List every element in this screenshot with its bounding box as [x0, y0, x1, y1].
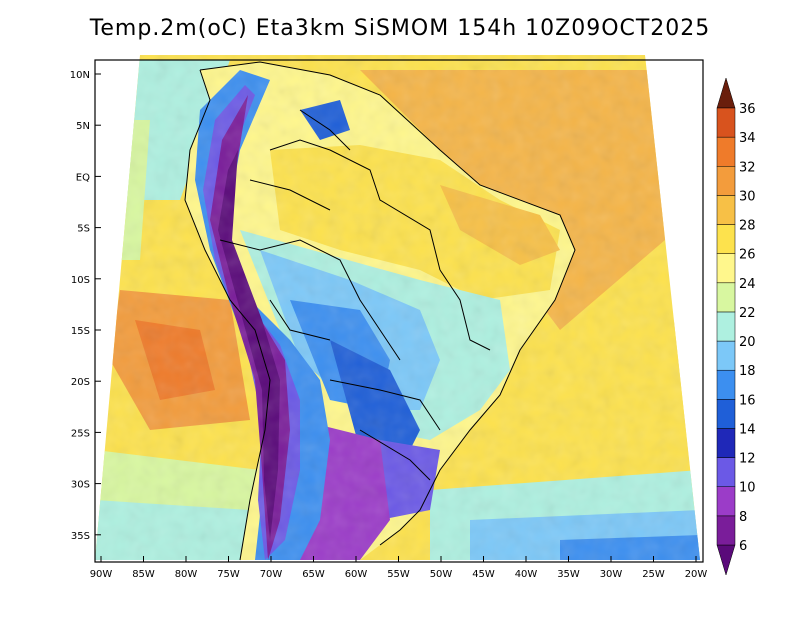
map-title: Temp.2m(oC) Eta3km SiSMOM 154h 10Z09OCT2… [89, 16, 711, 41]
colorbar-band [716, 136, 736, 167]
lat-label: 5N [76, 121, 90, 132]
colorbar-label: 26 [739, 248, 756, 263]
lat-label: 15S [71, 326, 90, 337]
colorbar-band [716, 428, 736, 458]
colorbar-band [716, 340, 736, 371]
colorbar-label: 30 [739, 189, 756, 204]
lat-label: 10N [70, 70, 90, 81]
lon-label: 85W [132, 569, 155, 580]
colorbar-band [716, 282, 736, 313]
country-borders [184, 61, 576, 561]
colorbar-label: 10 [739, 481, 756, 496]
colorbar-band [716, 166, 736, 196]
longitude-axis: 90W 85W 80W 75W 70W 65W 60W 55W 50W 45W 40W 35W 30W 2… [90, 556, 708, 580]
colorbar-max-triangle [716, 77, 736, 109]
lon-label: 45W [472, 569, 495, 580]
colorbar-band [716, 311, 736, 342]
colorbar-band [716, 224, 736, 254]
colorbar-band [716, 399, 736, 429]
colorbar-min-triangle [716, 544, 736, 576]
lat-label: 10S [71, 275, 90, 286]
lon-label: 25W [642, 569, 665, 580]
colorbar-label: 32 [739, 160, 756, 175]
lat-label: 5S [77, 224, 90, 235]
lon-label: 20W [685, 569, 708, 580]
lat-label: 25S [71, 428, 90, 439]
colorbar-label: 28 [739, 219, 756, 234]
colorbar-band [716, 195, 736, 225]
colorbar-band [716, 486, 736, 517]
colorbar-band [716, 369, 736, 400]
colorbar-label: 12 [739, 452, 756, 467]
colorbar-band [716, 457, 736, 487]
lon-label: 60W [345, 569, 368, 580]
colorbar-band [716, 253, 736, 284]
colorbar-band [716, 107, 736, 138]
lon-label: 65W [302, 569, 325, 580]
lon-label: 75W [217, 569, 240, 580]
colorbar-label: 6 [739, 539, 747, 554]
latitude-axis: 10N 5N EQ 5S 10S 15S 20S 25S 30S 35S [70, 70, 101, 542]
lat-label: 35S [71, 531, 90, 542]
colorbar-label: 22 [739, 306, 756, 321]
lon-label: 90W [90, 569, 113, 580]
temperature-field [95, 55, 700, 560]
lon-label: 55W [387, 569, 410, 580]
colorbar-label: 34 [739, 131, 756, 146]
colorbar-label: 36 [739, 102, 756, 117]
lon-label: 80W [175, 569, 198, 580]
colorbar-label: 16 [739, 393, 756, 408]
colorbar-label: 24 [739, 277, 756, 292]
lat-label: EQ [76, 172, 90, 183]
colorbar-label: 14 [739, 422, 756, 437]
colorbar-label: 18 [739, 364, 756, 379]
lon-label: 30W [600, 569, 623, 580]
lat-label: 30S [71, 480, 90, 491]
colorbar-band [716, 515, 736, 546]
lon-label: 35W [557, 569, 580, 580]
lon-label: 40W [515, 569, 538, 580]
colorbar-label: 8 [739, 510, 747, 525]
colorbar: 6 8 10 12 14 16 18 20 22 24 26 28 30 32 34 36 [716, 77, 756, 576]
lon-label: 70W [260, 569, 283, 580]
colorbar-label: 20 [739, 335, 756, 350]
lon-label: 50W [430, 569, 453, 580]
lat-label: 20S [71, 377, 90, 388]
